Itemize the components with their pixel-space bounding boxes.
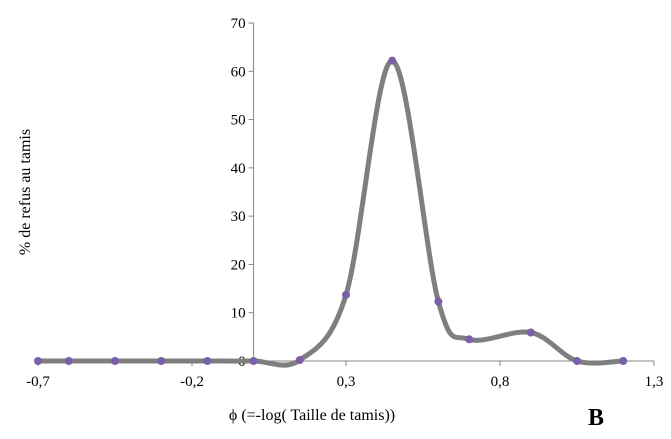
y-tick-label: 20 bbox=[231, 257, 246, 273]
data-point bbox=[434, 297, 443, 306]
x-tick-label: 0,3 bbox=[337, 374, 356, 390]
y-tick-label: 30 bbox=[231, 209, 246, 225]
y-axis-title: % de refus au tamis bbox=[17, 129, 34, 255]
y-tick-label: 10 bbox=[231, 306, 246, 322]
data-point bbox=[111, 357, 119, 365]
series-area bbox=[34, 56, 628, 368]
panel-label: B bbox=[588, 405, 604, 431]
data-point bbox=[157, 357, 166, 365]
data-point bbox=[295, 356, 304, 365]
x-tick-label: -0,2 bbox=[180, 374, 204, 390]
y-tick-label: 70 bbox=[231, 16, 246, 32]
x-tick-label: 0,8 bbox=[491, 374, 510, 390]
data-point bbox=[573, 357, 581, 365]
series-line bbox=[35, 58, 626, 368]
y-tick-label: 40 bbox=[231, 161, 246, 177]
data-point bbox=[64, 357, 73, 365]
x-axis: -0,7 -0,2 0,3 0,8 1,3 bbox=[26, 360, 664, 390]
data-point bbox=[465, 335, 474, 344]
data-point bbox=[388, 56, 397, 65]
x-tick-label: 1,3 bbox=[645, 374, 664, 390]
y-tick-label: 50 bbox=[231, 113, 246, 129]
data-point bbox=[342, 290, 350, 299]
data-point bbox=[203, 357, 212, 365]
data-point bbox=[249, 357, 258, 365]
data-point bbox=[619, 357, 628, 365]
x-tick-label: -0,7 bbox=[26, 374, 50, 390]
x-axis-title: ϕ (=-log( Taille de tamis)) bbox=[229, 407, 395, 424]
y-tick-label: 60 bbox=[231, 64, 246, 80]
data-point bbox=[526, 328, 535, 337]
data-point bbox=[34, 357, 42, 365]
